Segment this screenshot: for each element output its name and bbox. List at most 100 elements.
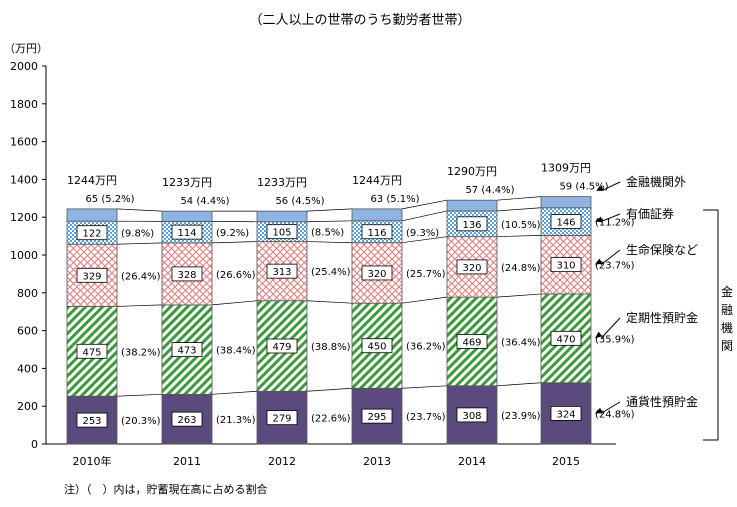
- percent-label: (25.4%): [311, 267, 351, 278]
- connector-line: [496, 234, 542, 238]
- connector-line: [496, 196, 542, 201]
- value-label-box: [550, 257, 582, 273]
- y-tick-label: 600: [17, 325, 38, 338]
- connector-line: [306, 387, 353, 392]
- percent-label: (36.4%): [501, 337, 541, 348]
- bracket-label-char: 機: [721, 320, 733, 335]
- value-label: 310: [556, 261, 575, 272]
- percent-label: (24.8%): [595, 409, 635, 420]
- connector-line: [306, 220, 353, 223]
- connector-line: [211, 300, 258, 306]
- legend-arrowhead: [595, 407, 603, 414]
- percent-label: (35.9%): [595, 334, 635, 345]
- bar-segment: [540, 196, 592, 209]
- bar-segment: [161, 210, 213, 222]
- y-tick-label: 0: [31, 438, 38, 451]
- bracket-line: [703, 209, 719, 441]
- outside-value-label: 57 (4.4%): [465, 185, 514, 196]
- total-label: 1244万円: [67, 174, 117, 187]
- outside-value-label: 63 (5.1%): [370, 194, 419, 205]
- value-label: 475: [82, 347, 101, 358]
- outside-value-label: 54 (4.4%): [180, 196, 229, 207]
- total-label: 1233万円: [257, 176, 307, 189]
- percent-label: (11.2%): [595, 218, 635, 229]
- value-label-box: [76, 225, 108, 241]
- value-label-box: [550, 214, 582, 229]
- value-label: 146: [556, 218, 575, 229]
- series-connectors: [116, 196, 542, 397]
- percent-label: (26.4%): [121, 271, 161, 282]
- value-label-box: [456, 334, 488, 349]
- percent-label: (38.4%): [216, 346, 256, 357]
- value-label-box: [76, 412, 108, 428]
- bracket-label-char: 金: [721, 284, 733, 299]
- legend-arrowhead: [594, 258, 603, 265]
- value-label-box: [171, 266, 203, 282]
- connector-line: [211, 241, 258, 244]
- value-label: 263: [177, 415, 196, 426]
- percent-label: (38.2%): [121, 347, 161, 358]
- value-label-box: [456, 407, 488, 423]
- bracket-label-char: 融: [721, 303, 733, 317]
- connector-line: [116, 393, 163, 397]
- value-label-box: [361, 408, 393, 424]
- value-label: 329: [82, 271, 101, 282]
- connector-line: [496, 293, 542, 298]
- x-tick-label: 2010年: [73, 454, 112, 468]
- value-label: 136: [462, 220, 481, 231]
- percent-label: (38.8%): [311, 342, 351, 353]
- connector-line: [306, 300, 353, 304]
- value-label-box: [456, 216, 488, 232]
- value-label-box: [361, 224, 393, 240]
- y-tick-label: 1800: [10, 98, 38, 111]
- x-tick-label: 2014: [458, 455, 486, 468]
- footnote: 注）（ ）内は，貯蓄現在高に占める割合: [64, 482, 268, 496]
- connector-line: [211, 390, 258, 395]
- y-tick-label: 1400: [10, 173, 38, 186]
- outside-value-label: 59 (4.5%): [559, 182, 608, 193]
- percent-label: (23.7%): [595, 261, 635, 272]
- value-label: 479: [272, 342, 291, 353]
- value-label: 320: [462, 263, 481, 274]
- y-tick-label: 1000: [10, 249, 38, 262]
- bracket-label: 金融機関: [721, 284, 733, 353]
- value-label: 469: [462, 337, 481, 348]
- connector-line: [496, 382, 542, 387]
- legend-label: 通貨性預貯金: [626, 394, 698, 409]
- value-label: 253: [82, 416, 101, 427]
- value-label: 328: [177, 270, 196, 281]
- y-tick-label: 1200: [10, 211, 38, 224]
- bar-segment: [256, 210, 308, 223]
- value-label: 320: [367, 269, 386, 280]
- value-label: 470: [556, 334, 575, 345]
- percent-label: (23.7%): [406, 412, 446, 423]
- value-label: 116: [367, 228, 386, 239]
- bracket-label-char: 関: [721, 339, 733, 353]
- percent-label: (25.7%): [406, 269, 446, 280]
- y-tick-label: 2000: [10, 60, 38, 73]
- legend-arrowhead: [595, 216, 603, 223]
- percent-label: (36.2%): [406, 342, 446, 353]
- value-label-box: [550, 405, 582, 421]
- legend-arrow: [600, 213, 621, 223]
- value-label: 473: [177, 346, 196, 357]
- chart-title: （二人以上の世帯のうち勤労者世帯）: [249, 13, 470, 28]
- value-label-box: [361, 338, 393, 354]
- connector-line: [306, 241, 353, 244]
- legend-label: 金融機関外: [626, 174, 686, 189]
- percent-label: (9.2%): [216, 228, 249, 239]
- total-label: 1290万円: [447, 165, 497, 178]
- y-tick-label: 400: [17, 362, 38, 375]
- percent-label: (23.9%): [501, 411, 541, 422]
- bar-groups: 253 (20.3%) 475 (38.2%) 329 (26.4%) 122 (9.8%) 6…: [66, 162, 635, 468]
- legend-label: 生命保険など: [626, 242, 698, 257]
- value-label-box: [266, 410, 298, 426]
- y-tick-label: 1600: [10, 136, 38, 149]
- value-label: 324: [556, 409, 575, 420]
- total-label: 1244万円: [352, 174, 402, 187]
- outside-value-label: 56 (4.5%): [275, 196, 324, 207]
- value-label: 279: [272, 414, 291, 425]
- legend-arrow: [600, 401, 621, 414]
